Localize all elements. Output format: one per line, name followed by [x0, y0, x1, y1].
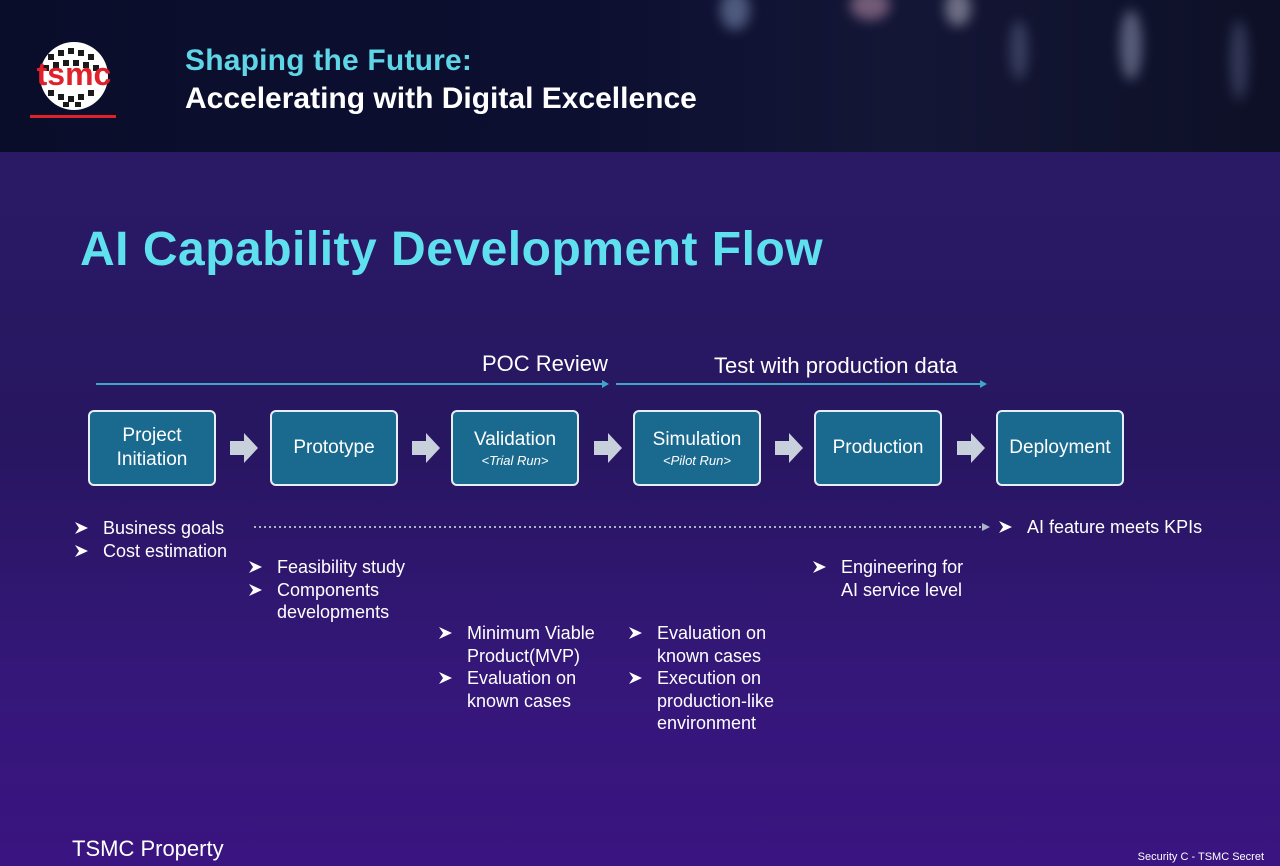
arrow-bullet-icon — [813, 561, 826, 573]
stage-label: Deployment — [1009, 437, 1111, 458]
footer-security-label: Security C - TSMC Secret — [1137, 851, 1264, 863]
arrow-bullet-icon — [439, 627, 452, 639]
flow-arrow-icon — [230, 433, 258, 463]
bullet-item: Feasibility study — [249, 556, 405, 579]
header-subtitle: Shaping the Future: — [185, 44, 473, 77]
bullet-item: Engineering for AI service level — [813, 556, 963, 601]
production-test-arrowhead — [980, 380, 987, 388]
arrow-bullet-icon — [249, 561, 262, 573]
bullet-item: Execution on production-like environment — [629, 667, 774, 735]
bullet-item: Minimum Viable Product(MVP) — [439, 622, 595, 667]
logo-text: tsmc — [37, 56, 112, 92]
arrow-bullet-icon — [999, 521, 1012, 533]
review-timeline — [96, 380, 987, 388]
arrow-bullet-icon — [629, 627, 642, 639]
header-title: Accelerating with Digital Excellence — [185, 82, 697, 115]
prototype-bullets: Feasibility study Components development… — [249, 556, 405, 624]
bullet-item: AI feature meets KPIs — [999, 516, 1202, 539]
footer-property-label: TSMC Property — [72, 836, 224, 861]
stage-label: Production — [832, 437, 924, 458]
simulation-bullets: Evaluation on known cases Execution on p… — [629, 622, 774, 735]
slide-body — [0, 152, 1280, 866]
stage-prototype: Prototype — [270, 410, 398, 486]
stage-sublabel: <Pilot Run> — [663, 453, 731, 468]
production-bullets: Engineering for AI service level — [813, 556, 963, 601]
bullet-item: Cost estimation — [75, 540, 227, 563]
production-test-label: Test with production data — [714, 353, 958, 378]
arrow-bullet-icon — [75, 544, 88, 557]
bullet-item: Components developments — [249, 579, 405, 624]
poc-review-label: POC Review — [482, 351, 608, 376]
arrow-bullet-icon — [629, 672, 642, 684]
header-banner: tsmc Shaping the Future: Accelerating wi… — [0, 0, 1280, 152]
stage-validation: Validation <Trial Run> — [451, 410, 579, 486]
stage-production: Production — [814, 410, 942, 486]
bullet-item: Evaluation on known cases — [629, 622, 774, 667]
slide-title: AI Capability Development Flow — [80, 223, 824, 276]
validation-bullets: Minimum Viable Product(MVP) Evaluation o… — [439, 622, 595, 712]
bullet-item: Business goals — [75, 517, 227, 540]
flow-arrow-icon — [957, 433, 985, 463]
stage-label: Project Initiation — [116, 425, 188, 470]
poc-review-arrowhead — [602, 380, 609, 388]
stage-label: Simulation — [652, 429, 742, 450]
deployment-bullets: AI feature meets KPIs — [999, 516, 1202, 539]
bullet-item: Evaluation on known cases — [439, 667, 595, 712]
stage-label: Validation — [473, 429, 557, 450]
stage-label: Prototype — [293, 437, 375, 458]
flow-arrow-icon — [412, 433, 440, 463]
flow-arrow-icon — [775, 433, 803, 463]
stage-deployment: Deployment — [996, 410, 1124, 486]
initiation-bullets: Business goals Cost estimation — [75, 517, 227, 562]
arrow-bullet-icon — [75, 522, 88, 534]
dotted-connector — [254, 523, 990, 531]
tsmc-logo: tsmc — [30, 42, 116, 118]
stage-project-initiation: Project Initiation — [88, 410, 216, 486]
stage-sublabel: <Trial Run> — [481, 453, 549, 468]
flow-arrow-icon — [594, 433, 622, 463]
arrow-bullet-icon — [249, 583, 262, 596]
arrow-bullet-icon — [439, 672, 452, 684]
stage-simulation: Simulation <Pilot Run> — [633, 410, 761, 486]
